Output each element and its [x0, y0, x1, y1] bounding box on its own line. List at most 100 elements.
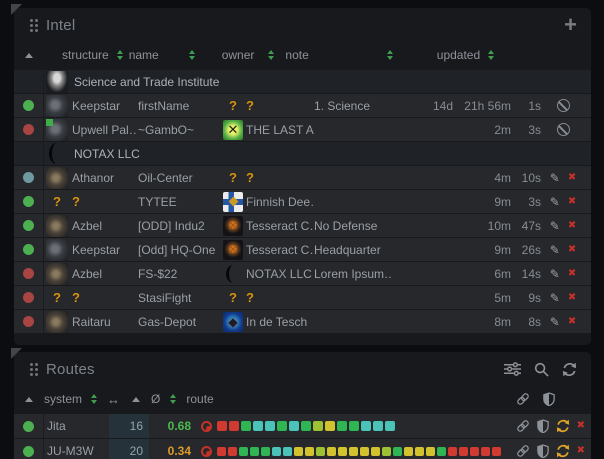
corporation-group-row[interactable]: Science and Trade Institute: [14, 70, 591, 93]
table-row[interactable]: Athanor Oil-Center ? ? 4m 10s ✎ ✖: [14, 166, 591, 189]
sort-arrows-icon[interactable]: [170, 394, 177, 404]
ban-icon[interactable]: [556, 99, 570, 112]
sec-square: [277, 421, 287, 431]
edit-icon[interactable]: ✎: [549, 218, 560, 233]
table-row[interactable]: Keepstar [Odd] HQ-One Tesseract C… Headq…: [14, 238, 591, 261]
sort-arrows-icon[interactable]: [488, 50, 495, 60]
route-row[interactable]: Jita 16 0.68: [14, 414, 591, 438]
table-row[interactable]: Raitaru Gas-Depot In de Tesch 8m 8s ✎ ✖: [14, 310, 591, 333]
column-owner[interactable]: owner: [221, 48, 255, 62]
settings-sliders-icon[interactable]: [504, 362, 521, 376]
jump-count: 20: [109, 439, 149, 459]
edit-icon[interactable]: ✎: [549, 194, 560, 209]
search-icon[interactable]: [534, 362, 549, 377]
table-row[interactable]: Azbel [ODD] Indu2 Tesseract C… No Defens…: [14, 214, 591, 237]
sec-square: [250, 446, 259, 456]
sort-asc-icon[interactable]: [132, 396, 141, 402]
sort-arrows-icon[interactable]: [116, 50, 123, 60]
edit-icon[interactable]: ✎: [549, 266, 560, 281]
intel-table-body: Science and Trade Institute Keepstar fir…: [14, 68, 591, 333]
structure-name: StasiFight: [138, 290, 192, 305]
sec-square: [470, 446, 479, 456]
unknown-structure-icon: ?: [53, 290, 61, 305]
sec-square: [241, 421, 251, 431]
table-row[interactable]: Keepstar firstName ? ? 1. Science 14d 21…: [14, 94, 591, 117]
panel-fold-corner: [11, 4, 22, 15]
edit-icon[interactable]: ✎: [549, 242, 560, 257]
column-name[interactable]: name: [128, 48, 159, 62]
intel-header: Intel +: [14, 8, 591, 42]
drag-handle-icon[interactable]: [30, 362, 33, 366]
column-route[interactable]: route: [186, 392, 214, 406]
corporation-logo: [46, 70, 68, 93]
sec-square: [337, 421, 347, 431]
link-icon[interactable]: [516, 419, 530, 433]
sort-asc-icon[interactable]: [25, 52, 33, 58]
table-row[interactable]: ? ? TYTEE Finnish Dee… 9m 3s ✎ ✖: [14, 190, 591, 213]
shield-icon[interactable]: [543, 392, 555, 406]
refresh-icon[interactable]: [562, 362, 577, 377]
unknown-owner-icon: ?: [246, 290, 254, 305]
table-row[interactable]: Azbel FS-$22 NOTAX LLC Lorem Ipsum… 6m 1…: [14, 262, 591, 285]
sec-square: [294, 446, 303, 456]
column-avg-security[interactable]: Ø: [151, 392, 161, 406]
unknown-owner-icon: ?: [229, 290, 237, 305]
column-structure[interactable]: structure: [62, 48, 109, 62]
corporation-group-row[interactable]: NOTAX LLC: [14, 142, 591, 165]
sort-asc-icon[interactable]: [25, 396, 33, 402]
status-dot: [23, 124, 34, 135]
sort-arrows-icon[interactable]: [188, 50, 195, 60]
column-system[interactable]: system: [44, 392, 83, 406]
shield-icon[interactable]: [536, 419, 549, 433]
table-row[interactable]: Upwell Pal… ~GambO~ THE LAST A… 2m 3s: [14, 118, 591, 141]
delete-icon[interactable]: ✖: [567, 291, 577, 303]
delete-route-icon[interactable]: ✖: [576, 420, 585, 431]
sort-arrows-icon[interactable]: [91, 394, 98, 404]
shield-icon[interactable]: [536, 444, 549, 458]
updated-time: 10m 47s: [487, 218, 541, 233]
sort-arrows-icon[interactable]: [268, 50, 275, 60]
delete-icon[interactable]: ✖: [567, 315, 577, 327]
add-structure-button[interactable]: +: [564, 12, 577, 37]
structure-type: Keepstar: [72, 98, 121, 113]
route-row[interactable]: JU-M3W 20 0.34: [14, 439, 591, 459]
edit-icon[interactable]: ✎: [549, 290, 560, 305]
edit-icon[interactable]: ✎: [549, 314, 560, 329]
sec-square: [360, 446, 369, 456]
sec-square: [316, 446, 325, 456]
sort-arrows-icon[interactable]: [386, 50, 393, 60]
unknown-structure-icon: ?: [72, 290, 80, 305]
updated-time: 14d 21h 56m 1s: [432, 98, 541, 113]
link-icon[interactable]: [516, 444, 530, 458]
link-icon[interactable]: [516, 392, 530, 406]
edit-icon[interactable]: ✎: [549, 170, 560, 185]
system-name[interactable]: JU-M3W: [47, 444, 94, 458]
column-jumps[interactable]: ↔: [107, 391, 121, 407]
refresh-route-icon[interactable]: [556, 419, 570, 433]
route-systems: [217, 446, 501, 456]
updated-time: 2m 3s: [494, 122, 541, 137]
delete-icon[interactable]: ✖: [567, 171, 577, 183]
delete-icon[interactable]: ✖: [567, 195, 577, 207]
column-updated[interactable]: updated: [436, 48, 481, 62]
sec-square: [371, 446, 380, 456]
delete-route-icon[interactable]: ✖: [576, 445, 585, 456]
table-row[interactable]: ? ? StasiFight ? ? 5m 9s ✎ ✖: [14, 286, 591, 309]
refresh-route-icon[interactable]: [556, 444, 570, 458]
sec-square: [229, 421, 239, 431]
delete-icon[interactable]: ✖: [567, 267, 577, 279]
sec-square: [325, 421, 335, 431]
system-name[interactable]: Jita: [47, 419, 66, 433]
sec-square: [217, 421, 227, 431]
ban-icon[interactable]: [556, 123, 570, 136]
drag-handle-icon[interactable]: [30, 18, 33, 22]
note-text: Headquarter: [314, 242, 381, 257]
intel-table-header: structure name owner note updated: [14, 42, 591, 68]
sec-square: [228, 446, 237, 456]
delete-icon[interactable]: ✖: [567, 219, 577, 231]
routes-table-body: Jita 16 0.68: [14, 412, 591, 459]
updated-time: 9m 3s: [494, 194, 541, 209]
column-note[interactable]: note: [285, 48, 309, 62]
delete-icon[interactable]: ✖: [567, 243, 577, 255]
